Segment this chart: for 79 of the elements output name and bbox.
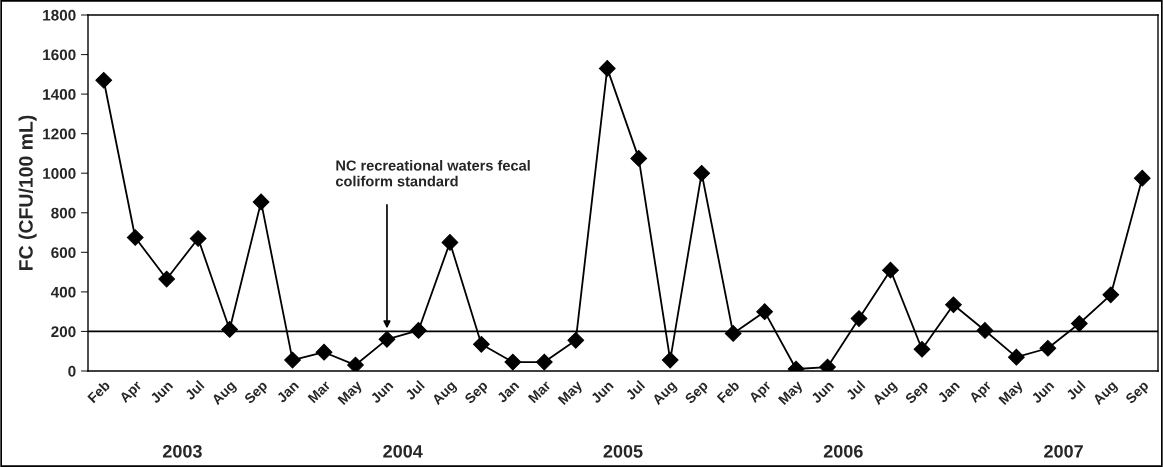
point bbox=[913, 340, 931, 358]
x-tick-label: Jul bbox=[624, 380, 646, 401]
point bbox=[598, 60, 616, 77]
text: 2006 bbox=[823, 444, 863, 458]
y-tick-label: 1800 bbox=[43, 9, 76, 21]
y-tick-label: 1400 bbox=[43, 88, 76, 100]
x-tick-label: Jul bbox=[844, 380, 866, 401]
x-tick-label: Aug bbox=[651, 380, 679, 408]
point bbox=[567, 331, 585, 349]
x-tick-label: Mar bbox=[527, 379, 552, 404]
x-tick-label: Feb bbox=[716, 379, 740, 404]
point bbox=[284, 351, 301, 369]
point bbox=[252, 193, 270, 211]
text: 2003 bbox=[162, 444, 202, 458]
point bbox=[95, 71, 113, 89]
point bbox=[378, 330, 396, 348]
point bbox=[976, 322, 994, 339]
point bbox=[1133, 169, 1151, 187]
y-axis-title: FC (CFU/100 mL) bbox=[18, 115, 37, 271]
point bbox=[473, 335, 490, 353]
point bbox=[1102, 286, 1120, 304]
point bbox=[756, 303, 773, 321]
x-tick-label: Sep bbox=[684, 379, 711, 407]
x-tick-label: Aug bbox=[1092, 380, 1120, 408]
point bbox=[158, 270, 176, 288]
y-tick-label: 200 bbox=[51, 326, 76, 338]
y-tick-label: 400 bbox=[50, 286, 76, 298]
y-tick-label: 600 bbox=[51, 247, 76, 259]
point bbox=[441, 234, 459, 251]
x-tick-label: Jan bbox=[937, 380, 961, 404]
x-tick-label: Jan bbox=[276, 380, 300, 404]
point bbox=[126, 229, 144, 246]
point bbox=[945, 296, 962, 314]
point bbox=[882, 261, 899, 279]
y-tick-label: 1000 bbox=[43, 168, 76, 179]
point bbox=[535, 353, 553, 371]
point bbox=[724, 325, 742, 342]
x-tick-label: Jun bbox=[590, 380, 614, 404]
point bbox=[189, 230, 207, 247]
x-tick-label: Aug bbox=[431, 380, 459, 408]
x-tick-label: Mar bbox=[307, 379, 332, 404]
point bbox=[315, 343, 333, 361]
point bbox=[1008, 348, 1025, 366]
point bbox=[410, 322, 427, 339]
point bbox=[1039, 339, 1057, 357]
point bbox=[661, 351, 679, 369]
x-tick-label: Sep bbox=[463, 379, 491, 407]
x-tick-label: Aug bbox=[211, 380, 239, 408]
x-tick-label: Jan bbox=[496, 380, 520, 404]
x-tick-label: Jul bbox=[404, 380, 425, 401]
x-tick-label: Jul bbox=[184, 380, 205, 401]
x-tick-label: Jul bbox=[1065, 380, 1086, 401]
point bbox=[630, 150, 648, 167]
x-tick-label: Feb bbox=[86, 379, 111, 404]
y-tick-label: 1200 bbox=[43, 128, 76, 140]
text: 2004 bbox=[383, 444, 423, 458]
ref-line-label: NC recreational waters fecal coliform standard bbox=[335, 160, 530, 187]
text: 2005 bbox=[603, 444, 643, 458]
y-tick-label: 800 bbox=[51, 207, 76, 219]
text: 2007 bbox=[1044, 444, 1083, 458]
x-tick-label: Apr bbox=[118, 379, 145, 406]
point bbox=[347, 356, 364, 371]
point bbox=[504, 353, 522, 371]
point bbox=[1070, 315, 1088, 332]
x-tick-label: Sep bbox=[904, 379, 931, 407]
x-tick-label: Apr bbox=[968, 379, 994, 406]
y-tick-label: 0 bbox=[68, 365, 76, 377]
point bbox=[221, 321, 238, 338]
x-tick-label: Sep bbox=[243, 379, 270, 407]
point bbox=[850, 310, 868, 327]
x-tick-label: Aug bbox=[871, 380, 899, 408]
x-tick-label: Apr bbox=[748, 379, 774, 406]
point bbox=[693, 164, 711, 182]
x-tick-label: Jun bbox=[149, 380, 174, 404]
x-tick-label: Sep bbox=[1124, 379, 1152, 407]
x-tick-label: Jun bbox=[1030, 380, 1055, 404]
x-tick-label: Jun bbox=[370, 380, 394, 404]
y-tick-label: 1600 bbox=[43, 49, 76, 61]
x-tick-label: Jun bbox=[810, 380, 835, 404]
